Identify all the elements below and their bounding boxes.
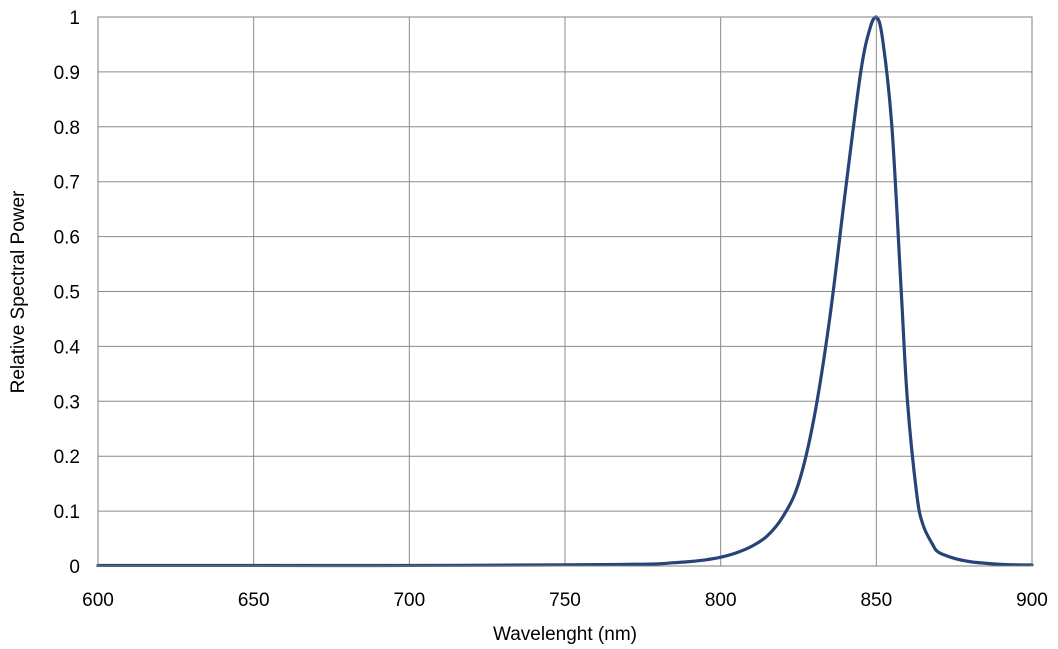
x-tick-label: 750 bbox=[549, 590, 581, 611]
y-axis: 0 0.1 0.2 0.3 0.4 0.5 0.6 0.7 0.8 0.9 1 bbox=[54, 8, 81, 578]
x-tick-label: 800 bbox=[705, 590, 737, 611]
x-tick-label: 600 bbox=[82, 590, 114, 611]
y-axis-title: Relative Spectral Power bbox=[8, 190, 29, 393]
y-tick-label: 0.8 bbox=[54, 118, 80, 139]
y-tick-label: 0.6 bbox=[54, 228, 80, 249]
x-axis: 600 650 700 750 800 850 900 bbox=[82, 590, 1048, 611]
y-tick-label: 0.3 bbox=[54, 392, 80, 413]
y-tick-label: 0.4 bbox=[54, 337, 81, 358]
x-tick-label: 900 bbox=[1016, 590, 1048, 611]
x-tick-label: 850 bbox=[860, 590, 892, 611]
x-axis-title: Wavelenght (nm) bbox=[493, 624, 637, 645]
spectral-power-curve bbox=[96, 15, 1034, 568]
series-group bbox=[96, 15, 1034, 568]
x-tick-label: 700 bbox=[393, 590, 425, 611]
y-tick-label: 0.7 bbox=[54, 173, 80, 194]
y-tick-label: 1 bbox=[69, 8, 80, 29]
y-tick-label: 0.1 bbox=[54, 502, 80, 523]
gridlines bbox=[97, 16, 1033, 567]
y-tick-label: 0.2 bbox=[54, 447, 80, 468]
y-tick-label: 0.9 bbox=[54, 63, 80, 84]
y-tick-label: 0.5 bbox=[54, 283, 80, 304]
y-tick-label: 0 bbox=[69, 557, 80, 578]
plot-area-border bbox=[97, 16, 1033, 567]
x-tick-label: 650 bbox=[238, 590, 270, 611]
